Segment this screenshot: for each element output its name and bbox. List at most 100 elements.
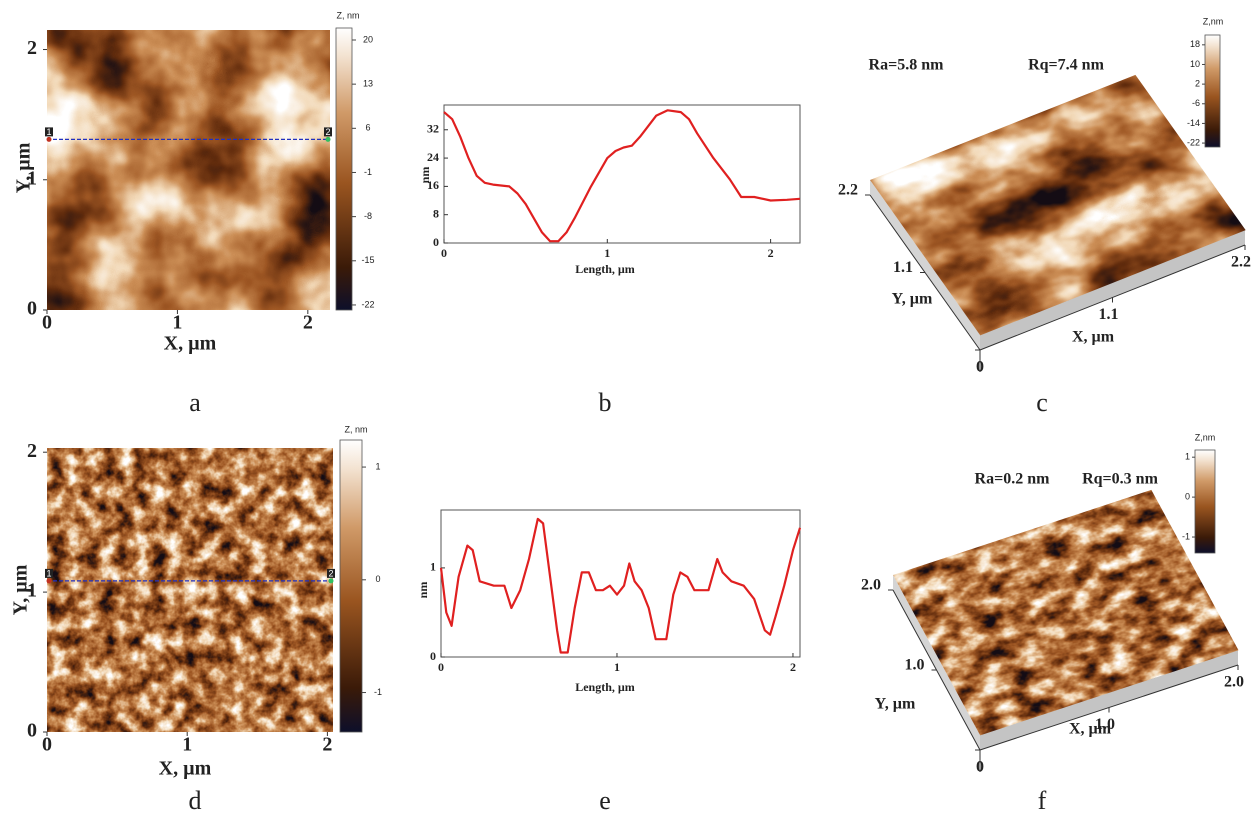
colorbar-title: Z, nm [344,424,367,434]
colorbar-tick-label: 0 [375,574,380,584]
colorbar-tick-label: 13 [363,79,373,89]
y-tick-label: 2.2 [838,182,858,199]
colorbar-tick-label: 1 [375,461,380,471]
surface-side [980,230,1245,350]
colorbar-tick-label: -1 [374,687,382,697]
panel-letter: b [599,388,612,417]
profile-marker-label: 2 [328,568,333,578]
y-axis-label: nm [418,167,432,184]
colorbar-tick-label: -6 [1192,98,1200,108]
y-tick-label: 2 [27,440,37,462]
roughness-annotation: Rq=7.4 nm [1028,57,1104,74]
x-tick-label: 2 [790,660,796,674]
y-tick-label: 24 [427,150,439,164]
profile-marker [327,568,335,578]
surface-side [870,180,980,350]
x-tick-label: 1.1 [1099,306,1119,323]
surface-side [980,650,1238,750]
colorbar [335,27,353,311]
x-tick-label: 1 [604,246,610,260]
y-axis-label: Y, µm [10,564,32,615]
x-tick-label: 2 [303,312,313,334]
profile-curve [439,517,802,654]
panel-letter: a [189,388,201,417]
profile-curve [443,109,801,243]
x-tick-label: 2 [768,246,774,260]
colorbar [1204,34,1221,148]
profile-marker-label: 1 [46,127,51,137]
roughness-annotation: Ra=0.2 nm [975,471,1051,488]
y-tick-label: 2 [27,37,37,59]
y-tick-label: 32 [427,122,439,136]
colorbar-tick-label: 10 [1190,59,1200,69]
panel-letter: e [599,786,611,815]
panel-letter: d [189,786,202,815]
roughness-annotation: Rq=0.3 nm [1082,471,1158,488]
y-tick-label: 0 [976,359,984,376]
y-tick-label: 1 [27,580,37,602]
x-tick-label: 2.0 [1224,674,1244,691]
colorbar-tick-label: 0 [1185,491,1190,501]
profile-marker [324,127,332,137]
colorbar-tick-label: -15 [361,255,374,265]
profile-point [328,578,334,584]
colorbar-tick-label: -22 [1187,137,1200,147]
y-axis-label: Y, µm [875,696,916,713]
surface-side [893,575,980,750]
colorbar [339,439,363,733]
afm-image [47,30,330,310]
y-axis-label: nm [416,582,430,599]
colorbar-tick-label: 6 [365,123,370,133]
x-tick-label: 0 [441,246,447,260]
profile-marker-label: 1 [46,568,51,578]
y-tick-label: 2.0 [861,577,881,594]
y-tick-label: 1.1 [893,259,913,276]
colorbar-tick-label: -1 [364,167,372,177]
x-tick-label: 1 [614,660,620,674]
y-tick-label: 1 [430,560,436,574]
y-tick-label: 0 [430,649,436,663]
profile-point [46,578,52,584]
surface-texture [870,75,1246,335]
surface-texture [893,489,1238,736]
y-tick-label: 16 [427,178,439,192]
x-axis-label: Length, µm [575,680,635,694]
profile-point [46,136,52,142]
x-axis-label: X, µm [159,758,212,780]
y-tick-label: 1.0 [905,657,925,674]
colorbar-tick-label: 18 [1190,39,1200,49]
x-tick-label: 2.2 [1231,254,1251,271]
y-tick-label: 0 [433,235,439,249]
colorbar-title: Z, nm [336,10,359,20]
y-axis-label: Y, µm [13,142,35,193]
x-axis-label: Length, µm [575,262,635,276]
roughness-annotation: Ra=5.8 nm [869,57,945,74]
y-tick-label: 0 [27,298,37,320]
colorbar-tick-label: 1 [1185,452,1190,462]
colorbar-title: Z,nm [1203,16,1224,26]
panel-letter: c [1036,388,1048,417]
colorbar [1194,449,1216,554]
x-tick-label: 2 [322,734,332,756]
plot-frame [443,104,801,244]
x-tick-label: 1 [172,312,182,334]
x-axis-label: X, µm [1069,721,1112,738]
profile-marker [45,127,53,137]
colorbar-title: Z,nm [1195,432,1216,442]
x-axis-label: X, µm [164,333,217,355]
colorbar-tick-label: 20 [363,34,373,44]
colorbar-tick-label: -22 [361,299,374,309]
x-tick-label: 0 [438,660,444,674]
y-tick-label: 0 [27,720,37,742]
profile-marker-label: 2 [325,127,330,137]
y-tick-label: 1 [27,167,37,189]
panel-letter: f [1038,786,1047,815]
profile-marker [45,568,53,578]
plot-frame [440,509,801,658]
x-tick-label: 0 [42,734,52,756]
x-tick-label: 0 [42,312,52,334]
x-axis-label: X, µm [1072,329,1115,346]
y-tick-label: 8 [433,206,439,220]
x-tick-label: 1.0 [1095,716,1115,733]
